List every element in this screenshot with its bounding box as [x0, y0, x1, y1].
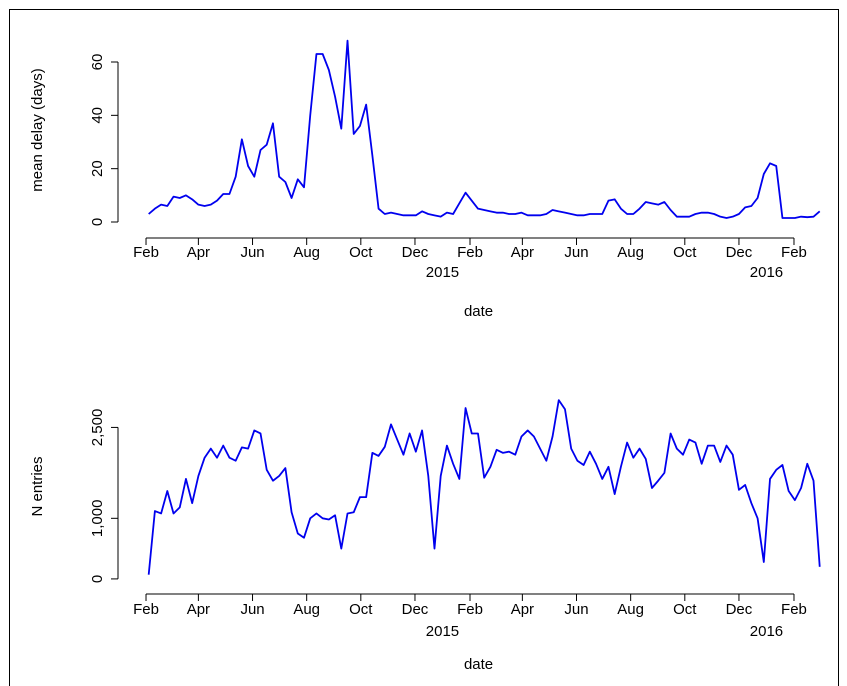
x-tick-label: Jun	[564, 244, 588, 261]
year-label: 2016	[750, 623, 783, 640]
y-axis-label: mean delay (days)	[29, 68, 46, 191]
x-tick-label: Jun	[240, 601, 264, 618]
year-label: 2015	[426, 623, 459, 640]
x-tick-label: Feb	[133, 601, 159, 618]
year-label: 2016	[750, 264, 783, 281]
x-tick-label: Aug	[293, 601, 320, 618]
x-tick-label: Feb	[781, 244, 807, 261]
x-tick-label: Oct	[349, 601, 373, 618]
x-tick-label: Feb	[133, 244, 159, 261]
x-axis-label: date	[464, 303, 493, 320]
x-tick-label: Feb	[457, 244, 483, 261]
x-tick-label: Oct	[673, 244, 697, 261]
y-tick-label: 40	[89, 107, 106, 124]
x-tick-label: Oct	[349, 244, 373, 261]
x-tick-label: Feb	[457, 601, 483, 618]
y-tick-label: 20	[89, 160, 106, 177]
y-tick-label: 1,000	[89, 500, 106, 538]
x-tick-label: Feb	[781, 601, 807, 618]
y-tick-label: 0	[89, 575, 106, 583]
x-tick-label: Oct	[673, 601, 697, 618]
x-tick-label: Jun	[564, 601, 588, 618]
x-tick-label: Apr	[511, 244, 534, 261]
y-axis-label: N entries	[29, 456, 46, 516]
y-tick-label: 2,500	[89, 409, 106, 447]
x-tick-label: Dec	[726, 244, 753, 261]
x-tick-label: Apr	[187, 601, 210, 618]
x-axis-label: date	[464, 656, 493, 673]
data-line	[148, 39, 821, 219]
x-tick-label: Dec	[726, 601, 753, 618]
x-tick-label: Apr	[511, 601, 534, 618]
x-tick-label: Apr	[187, 244, 210, 261]
year-label: 2015	[426, 264, 459, 281]
x-tick-label: Dec	[402, 244, 429, 261]
x-tick-label: Aug	[293, 244, 320, 261]
x-tick-label: Dec	[402, 601, 429, 618]
x-tick-label: Jun	[240, 244, 264, 261]
y-tick-label: 60	[89, 54, 106, 71]
frame	[9, 9, 839, 686]
data-line	[147, 399, 821, 575]
y-tick-label: 0	[89, 218, 106, 226]
x-tick-label: Aug	[617, 601, 644, 618]
x-tick-label: Aug	[617, 244, 644, 261]
